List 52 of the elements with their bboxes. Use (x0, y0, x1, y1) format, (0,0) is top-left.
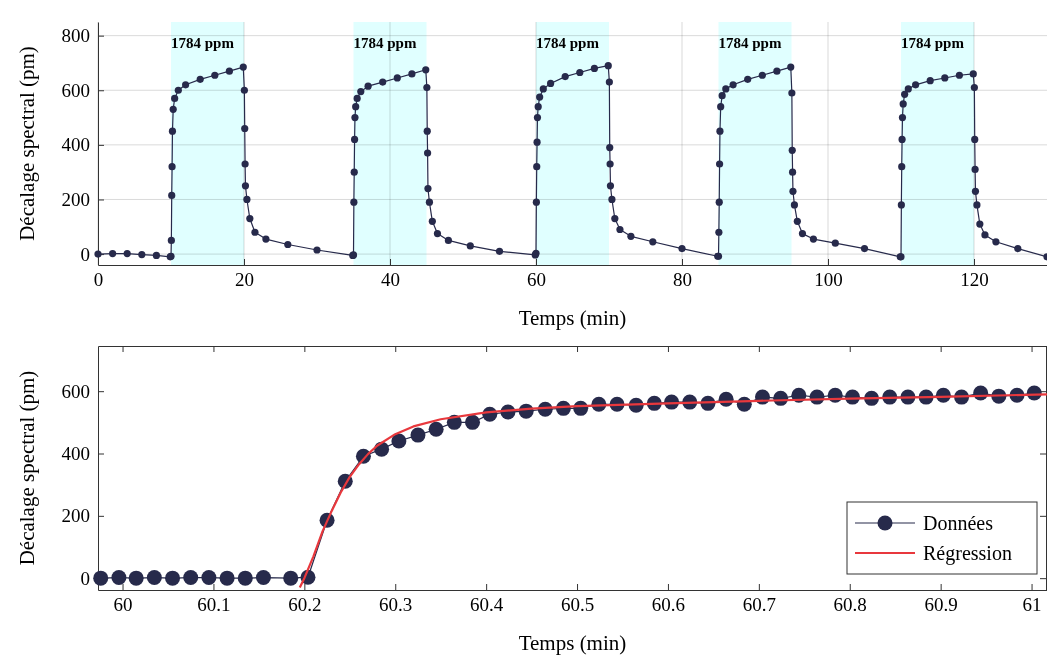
point (465, 414, 481, 430)
point (219, 570, 235, 586)
x-tick-label: 60.5 (560, 594, 595, 616)
x-tick-label: 60.8 (833, 594, 867, 616)
band-label: 1784 ppm (901, 35, 965, 51)
y-tick-label: 800 (61, 25, 90, 47)
x-tick-label: 60 (527, 269, 546, 291)
x-tick-label: 40 (381, 269, 400, 291)
point (111, 570, 127, 586)
x-tick-label: 60 (113, 594, 133, 616)
point (237, 570, 253, 586)
band-label: 1784 ppm (171, 35, 235, 51)
point (183, 570, 199, 586)
band-label: 1784 ppm (718, 35, 782, 51)
y-tick-label: 200 (61, 505, 90, 527)
point (165, 570, 181, 586)
x-axis-title: Temps (min) (518, 306, 627, 330)
y-tick-label: 600 (61, 380, 90, 402)
x-tick-label: 80 (673, 269, 692, 291)
x-tick-label: 60.1 (197, 594, 231, 616)
x-tick-label: 60.2 (288, 594, 322, 616)
x-tick-label: 60.7 (742, 594, 776, 616)
legend-label: Régression (923, 542, 1012, 565)
x-tick-label: 60.6 (651, 594, 686, 616)
point (391, 433, 407, 449)
y-tick-label: 0 (80, 243, 90, 265)
y-tick-label: 400 (61, 134, 90, 156)
point (146, 570, 162, 586)
y-tick-label: 0 (80, 567, 90, 589)
point (428, 421, 444, 437)
x-tick-label: 61 (1022, 594, 1042, 616)
point (128, 570, 144, 586)
point (255, 570, 271, 586)
band-label: 1784 ppm (353, 35, 417, 51)
x-tick-label: 60.4 (470, 594, 504, 616)
point (410, 427, 426, 443)
y-tick-label: 200 (61, 189, 90, 211)
x-tick-label: 120 (960, 269, 989, 291)
legend-label: Données (923, 512, 994, 534)
point (201, 570, 217, 586)
x-tick-label: 60.3 (379, 594, 413, 616)
point (93, 570, 109, 586)
y-tick-label: 600 (61, 79, 90, 101)
x-tick-label: 100 (814, 269, 843, 291)
x-tick-label: 20 (235, 269, 254, 291)
y-axis-title: Décalage spectral (pm) (15, 370, 39, 566)
x-tick-label: 60.9 (924, 594, 958, 616)
x-axis-title: Temps (min) (518, 631, 627, 655)
y-tick-label: 400 (61, 443, 90, 465)
band-label: 1784 ppm (536, 35, 600, 51)
point (283, 570, 299, 586)
y-axis-title: Décalage spectral (pm) (15, 46, 39, 241)
